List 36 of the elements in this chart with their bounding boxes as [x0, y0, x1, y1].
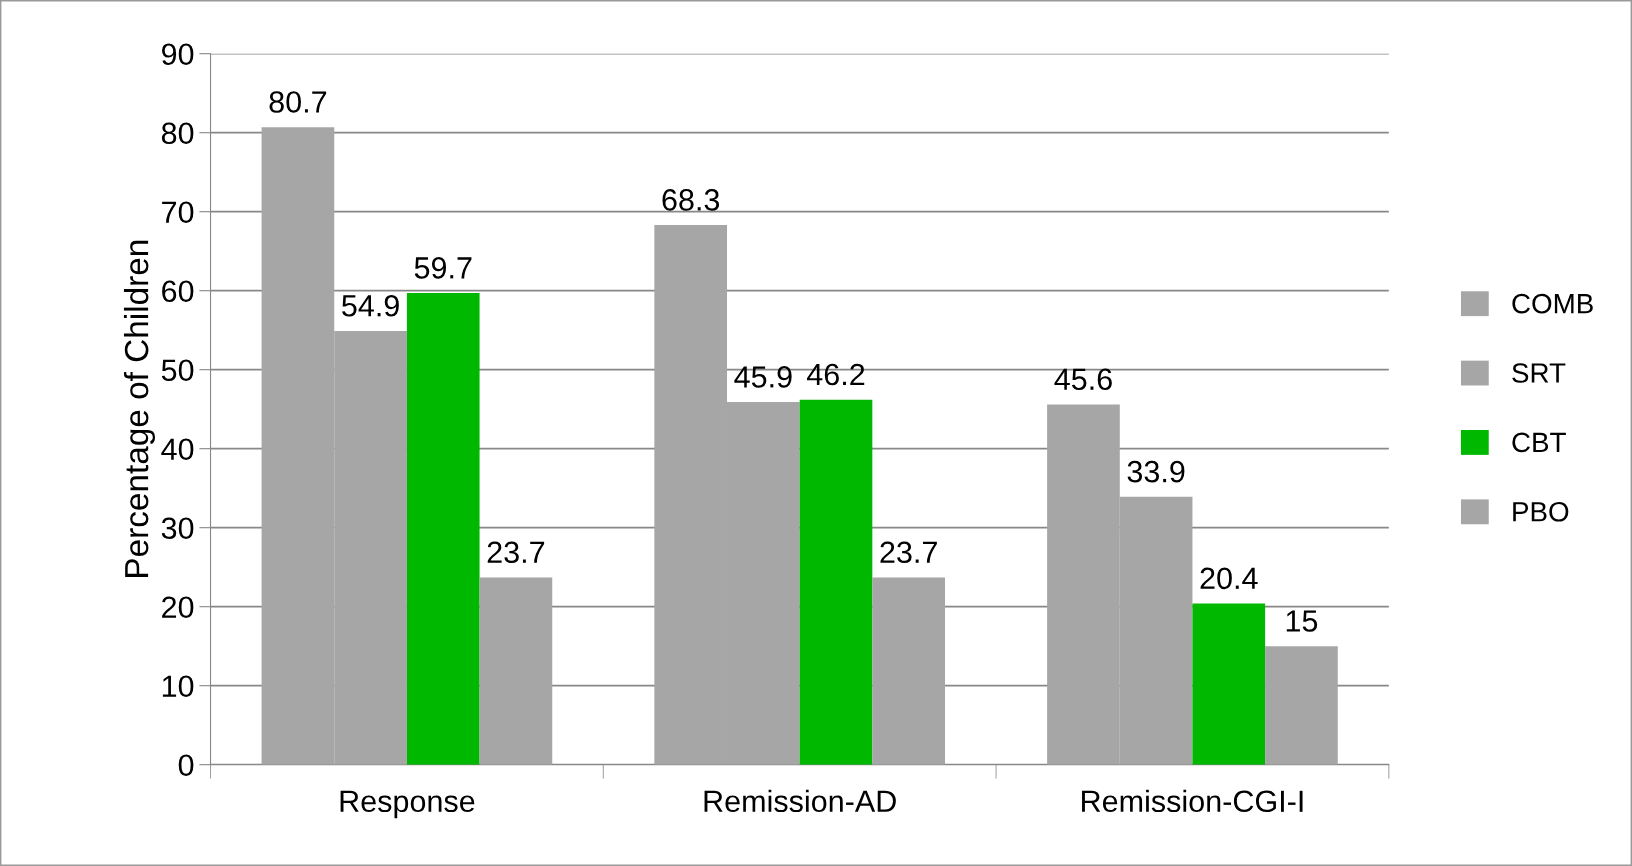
legend-label: COMB: [1512, 293, 1593, 314]
data-label: 15: [1286, 610, 1318, 632]
data-label: 45.9: [734, 366, 792, 388]
data-label: 46.2: [806, 363, 865, 386]
y-tick-label: 20: [162, 596, 194, 619]
data-label: 33.9: [1127, 460, 1185, 483]
y-tick-label: 10: [162, 675, 194, 698]
data-label: 20.4: [1200, 567, 1258, 590]
legend-label: PBO: [1513, 501, 1569, 522]
data-label: 59.7: [414, 257, 472, 279]
x-tick-label: Remission-CGI-I: [1082, 789, 1303, 813]
y-tick-label: 0: [178, 754, 194, 777]
x-tick-label: Response: [340, 790, 475, 819]
data-label: 23.7: [880, 541, 937, 564]
legend-label: SRT: [1512, 363, 1566, 383]
bar: [1192, 603, 1266, 765]
bar: [1265, 646, 1338, 765]
data-label: 54.9: [342, 294, 399, 317]
y-tick-label: 50: [161, 359, 194, 382]
y-tick-label: 90: [162, 43, 194, 66]
y-tick-label: 60: [162, 280, 194, 303]
y-tick-label: 40: [161, 438, 194, 461]
y-axis-title: Percentage of Children: [123, 240, 156, 577]
y-tick-label: 70: [162, 201, 194, 224]
bar: [799, 399, 873, 765]
data-label: 45.6: [1054, 368, 1112, 391]
data-label: 80.7: [269, 91, 327, 113]
y-tick-label: 80: [161, 122, 194, 145]
legend-label: CBT: [1512, 432, 1566, 453]
y-tick-label: 30: [161, 517, 194, 540]
data-label: 23.7: [487, 541, 545, 564]
bar: [872, 577, 945, 765]
bar: [479, 577, 553, 765]
data-label: 68.3: [662, 189, 720, 211]
x-tick-label: Remission-AD: [704, 789, 896, 813]
bar: [406, 293, 480, 765]
